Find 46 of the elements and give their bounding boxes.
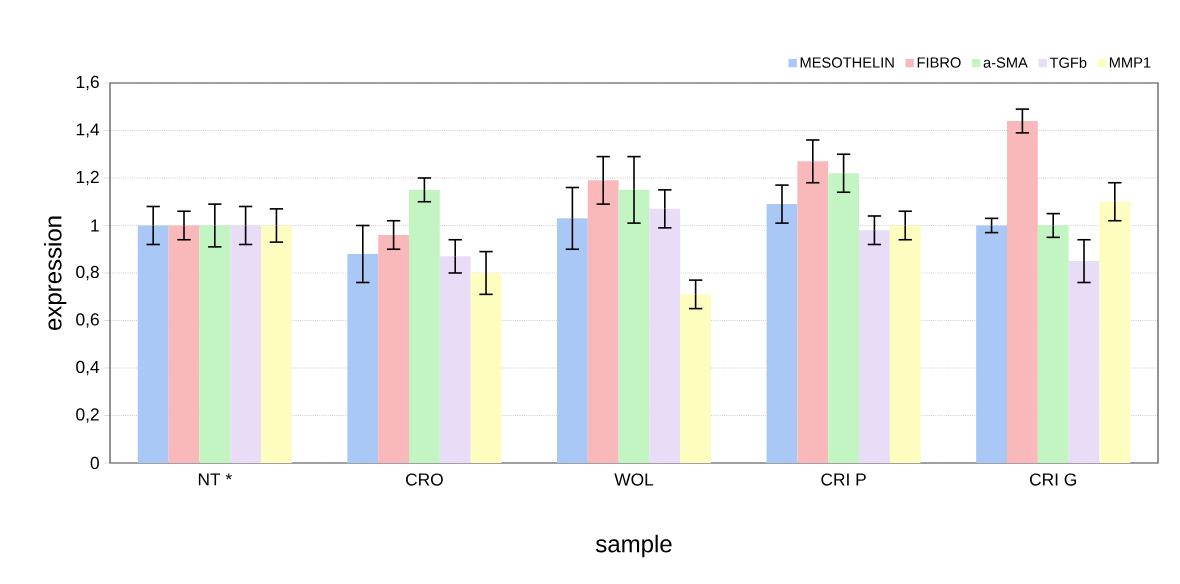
y-tick-label: 0,6 — [76, 313, 99, 328]
legend-label: a-SMA — [983, 57, 1028, 68]
legend-label: TGFb — [1049, 57, 1087, 68]
bar — [168, 225, 200, 463]
bar — [378, 234, 409, 463]
bar — [797, 161, 829, 463]
bar — [587, 180, 619, 463]
bar — [199, 225, 231, 463]
bar — [618, 189, 650, 463]
y-tick-label: 1,2 — [76, 170, 99, 186]
x-tick-label: CRO — [406, 473, 443, 486]
bar — [409, 189, 440, 463]
bar — [859, 230, 890, 463]
y-tick-label: 0,8 — [76, 265, 99, 281]
bar — [976, 225, 1007, 463]
bar — [470, 272, 502, 463]
bar — [1006, 120, 1038, 463]
bar — [137, 225, 169, 463]
y-tick-label: 0,4 — [76, 360, 100, 376]
y-tick-label: 1 — [91, 219, 99, 232]
bar — [439, 256, 471, 463]
y-tick-label: 1,6 — [76, 75, 99, 91]
bar — [828, 173, 860, 463]
bar — [1037, 225, 1069, 463]
legend-label: FIBRO — [917, 57, 961, 68]
bar — [889, 225, 921, 463]
bar — [680, 294, 712, 463]
bar — [1068, 261, 1100, 463]
bar — [230, 225, 262, 463]
x-tick-label: WOL — [614, 473, 654, 486]
y-axis-title: expression — [43, 216, 67, 330]
y-tick-label: 1,4 — [76, 123, 100, 138]
y-tick-label: 0 — [90, 456, 99, 470]
bar — [1099, 201, 1131, 463]
legend-label: MMP1 — [1109, 57, 1151, 68]
bar — [261, 225, 292, 463]
y-tick-label: 0,2 — [76, 408, 99, 423]
x-tick-label: NT * — [198, 473, 232, 486]
bar — [766, 204, 798, 463]
x-axis-title: sample — [595, 534, 672, 558]
bar — [649, 208, 681, 463]
x-tick-label: CRI P — [821, 473, 866, 486]
bar — [556, 218, 588, 463]
bar — [347, 253, 379, 463]
legend-label: MESOTHELIN — [800, 57, 894, 68]
x-tick-label: CRI G — [1030, 473, 1076, 486]
